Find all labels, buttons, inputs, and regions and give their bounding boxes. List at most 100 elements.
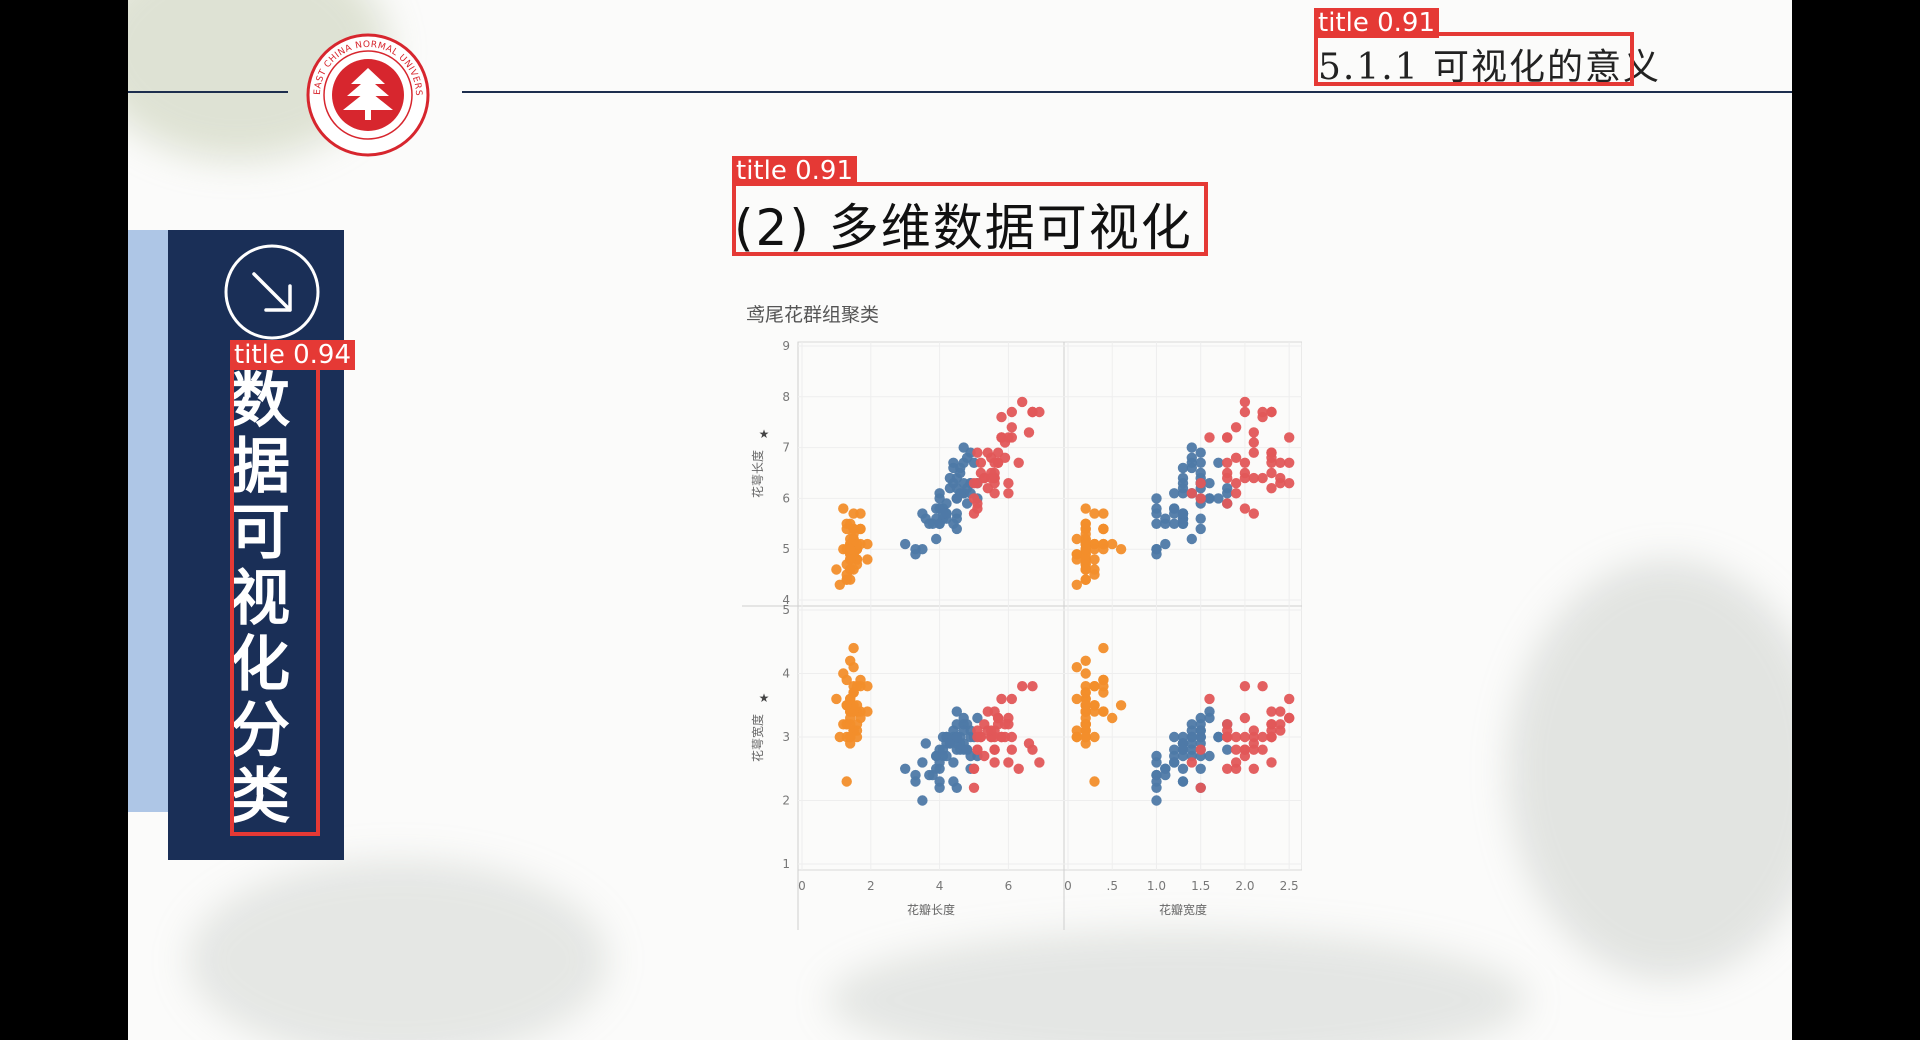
scatter-point [1239, 503, 1251, 514]
scatter-point [900, 763, 911, 774]
y-tick-label: 7 [782, 441, 790, 455]
scatter-point [1080, 528, 1091, 540]
scatter-point [982, 447, 993, 458]
scatter-point [1017, 396, 1028, 408]
scatter-point [1266, 457, 1277, 468]
scatter-point [1266, 706, 1277, 717]
arrow-down-right-icon [224, 244, 320, 340]
header-rule-right [462, 91, 1792, 93]
scatter-point [982, 706, 993, 717]
scatter-point [1239, 744, 1251, 755]
detection-box-section-title [1314, 32, 1634, 86]
x-tick-label: 0 [1064, 879, 1072, 893]
detection-label-main-title: title 0.91 [732, 156, 857, 186]
scatter-point [1169, 757, 1180, 768]
scatter-point [1186, 757, 1197, 768]
scatter-point [1257, 472, 1268, 484]
scatter-point [937, 744, 949, 755]
scatter-point [1080, 712, 1091, 724]
scatter-point [1107, 538, 1118, 550]
x-tick-label: 2 [867, 879, 875, 893]
scatter-point [1186, 533, 1197, 545]
scatter-point [944, 483, 956, 494]
scatter-point [910, 776, 921, 787]
scatter-point [1027, 744, 1038, 755]
scatter-point [1186, 442, 1197, 453]
scatter-point [1151, 493, 1162, 504]
scatter-point [924, 769, 935, 781]
scatter-point [1080, 574, 1091, 585]
section-title: 5.1.1 可视化的意义 [1318, 47, 1662, 88]
scatter-point [951, 731, 962, 743]
scatter-point [1266, 731, 1277, 743]
x-tick-label: 4 [936, 879, 944, 893]
pin-icon: ★ [759, 427, 770, 441]
scatter-point [1204, 693, 1215, 705]
y-tick-label: 2 [782, 794, 790, 808]
scatter-point [958, 457, 969, 468]
scatter-point [831, 564, 842, 575]
university-logo: EAST CHINA NORMAL UNIVERSITY [305, 32, 430, 157]
header-rule-left [128, 91, 288, 93]
scatter-point [1222, 432, 1233, 443]
x-tick-label: 2.0 [1235, 879, 1254, 893]
scatter-point [1098, 642, 1109, 654]
scatter-point [1230, 731, 1242, 743]
scatter-point [1080, 518, 1091, 529]
scatter-point [1266, 406, 1277, 418]
detection-box-main-title [732, 182, 1208, 256]
scatter-point [1169, 488, 1180, 499]
scatter-point [1230, 744, 1242, 755]
scatter-point [1151, 544, 1162, 555]
scatter-point [1080, 503, 1091, 514]
scatter-point [1115, 544, 1127, 555]
scatter-point [1177, 744, 1189, 755]
scatter-point [996, 731, 1007, 743]
scatter-point [1257, 744, 1268, 755]
scatter-point [1195, 467, 1206, 479]
scatter-point [1230, 488, 1242, 499]
ink-wash-right [1508, 560, 1792, 980]
scatter-point [1177, 776, 1189, 787]
scatter-point [1027, 406, 1038, 418]
scatter-point [1195, 513, 1206, 524]
x-tick-label: 0 [798, 879, 806, 893]
scatter-point [1195, 447, 1206, 458]
scatter-point [1151, 795, 1162, 806]
main-title: (2) 多维数据可视化 [734, 199, 1193, 257]
scatter-point [1080, 544, 1091, 555]
scatter-point [1204, 432, 1215, 443]
scatter-point [951, 493, 962, 504]
scatter-point [982, 483, 993, 494]
scatter-point [848, 687, 859, 698]
scatter-point [1089, 731, 1100, 743]
scatter-point [1177, 763, 1189, 774]
scatter-point [841, 776, 852, 787]
scatter-point [948, 462, 959, 474]
scatter-point [1222, 498, 1233, 509]
chart-title: 鸢尾花群组聚类 [746, 304, 880, 326]
scatter-point [1071, 533, 1082, 545]
x-tick-label: 2.5 [1280, 879, 1299, 893]
scatter-point [934, 757, 945, 768]
scatter-point [1107, 712, 1118, 724]
y-tick-label: 4 [782, 593, 790, 607]
scatter-point [1186, 452, 1197, 463]
scatter-point [1239, 467, 1251, 479]
scatter-point [1230, 478, 1242, 489]
scatter-point [910, 544, 921, 555]
scatter-point [992, 712, 1004, 724]
scatter-point [1248, 447, 1259, 458]
sidebar-panel: 数据可视化分类 [168, 230, 344, 860]
scatter-point [1003, 488, 1014, 499]
scatter-point [1177, 462, 1189, 474]
scatter-point [1098, 538, 1109, 550]
scatter-point [1266, 467, 1277, 479]
scatter-point [1006, 693, 1017, 705]
y-tick-label: 6 [782, 491, 790, 505]
scatter-point [1195, 725, 1206, 736]
scatter-point [1071, 662, 1082, 673]
scatter-point [937, 508, 949, 519]
scatter-point [1257, 406, 1268, 418]
